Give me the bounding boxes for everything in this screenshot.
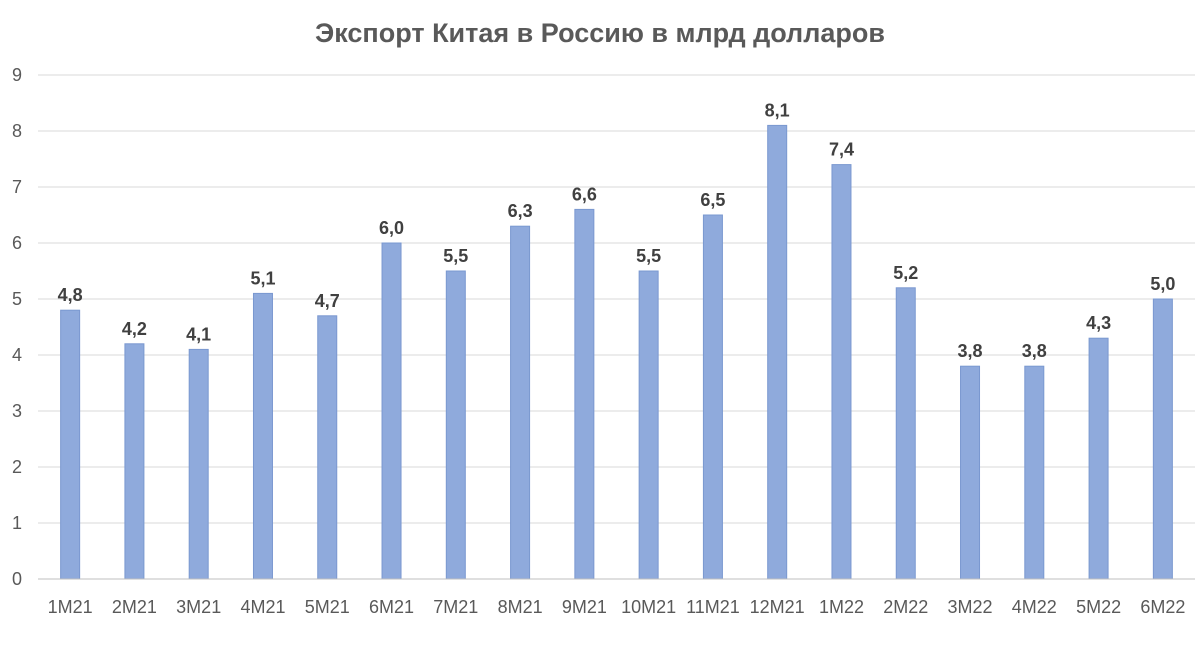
data-label-1M21: 4,8 (58, 285, 83, 305)
x-tick-label-3M21: 3M21 (176, 597, 221, 617)
x-tick-label-5M21: 5M21 (305, 597, 350, 617)
data-label-4M22: 3,8 (1022, 341, 1047, 361)
x-tick-label-12M21: 12M21 (750, 597, 805, 617)
y-tick-label: 0 (12, 569, 22, 589)
y-tick-label: 2 (12, 457, 22, 477)
x-tick-label-3M22: 3M22 (948, 597, 993, 617)
bar-6M22 (1152, 298, 1173, 580)
bar-1M22 (831, 164, 852, 580)
x-tick-label-6M21: 6M21 (369, 597, 414, 617)
bar-4M21 (252, 292, 273, 580)
data-label-10M21: 5,5 (636, 246, 661, 266)
bar-4M22 (1024, 365, 1045, 580)
data-label-5M22: 4,3 (1086, 313, 1111, 333)
y-tick-label: 4 (12, 345, 22, 365)
bar-3M22 (960, 365, 981, 580)
data-label-12M21: 8,1 (765, 100, 790, 120)
bar-12M21 (767, 124, 788, 580)
y-tick-label: 5 (12, 289, 22, 309)
x-tick-label-2M21: 2M21 (112, 597, 157, 617)
bar-10M21 (638, 270, 659, 580)
data-label-9M21: 6,6 (572, 184, 597, 204)
y-tick-label: 8 (12, 121, 22, 141)
y-tick-label: 7 (12, 177, 22, 197)
x-tick-label-11M21: 11M21 (686, 597, 740, 617)
x-tick-label-4M21: 4M21 (240, 597, 285, 617)
bar-2M22 (895, 287, 916, 580)
bar-6M21 (381, 242, 402, 580)
data-label-3M21: 4,1 (186, 324, 211, 344)
data-label-7M21: 5,5 (443, 246, 468, 266)
data-label-3M22: 3,8 (958, 341, 983, 361)
data-label-2M22: 5,2 (893, 263, 918, 283)
data-label-2M21: 4,2 (122, 319, 147, 339)
bar-8M21 (510, 225, 531, 580)
x-tick-label-2M22: 2M22 (883, 597, 928, 617)
x-tick-label-4M22: 4M22 (1012, 597, 1057, 617)
data-label-5M21: 4,7 (315, 291, 340, 311)
data-label-6M21: 6,0 (379, 218, 404, 238)
y-tick-label: 6 (12, 233, 22, 253)
bar-5M21 (317, 315, 338, 580)
x-tick-label-1M22: 1M22 (819, 597, 864, 617)
data-label-11M21: 6,5 (700, 190, 725, 210)
bar-1M21 (60, 309, 81, 580)
bar-5M22 (1088, 337, 1109, 580)
y-tick-label: 1 (12, 513, 22, 533)
y-tick-label: 3 (12, 401, 22, 421)
x-tick-label-1M21: 1M21 (48, 597, 93, 617)
x-tick-label-6M22: 6M22 (1140, 597, 1185, 617)
chart-title: Экспорт Китая в Россию в млрд долларов (315, 18, 885, 48)
y-tick-label: 9 (12, 65, 22, 85)
data-label-6M22: 5,0 (1150, 274, 1175, 294)
x-tick-label-8M21: 8M21 (498, 597, 543, 617)
bar-3M21 (188, 348, 209, 580)
data-label-1M22: 7,4 (829, 140, 854, 160)
data-label-4M21: 5,1 (250, 268, 275, 288)
bar-7M21 (445, 270, 466, 580)
data-label-8M21: 6,3 (508, 201, 533, 221)
bar-2M21 (124, 343, 145, 580)
x-tick-label-9M21: 9M21 (562, 597, 607, 617)
x-tick-label-7M21: 7M21 (433, 597, 478, 617)
bar-11M21 (702, 214, 723, 580)
x-tick-label-5M22: 5M22 (1076, 597, 1121, 617)
bar-9M21 (574, 208, 595, 580)
x-tick-label-10M21: 10M21 (621, 597, 676, 617)
